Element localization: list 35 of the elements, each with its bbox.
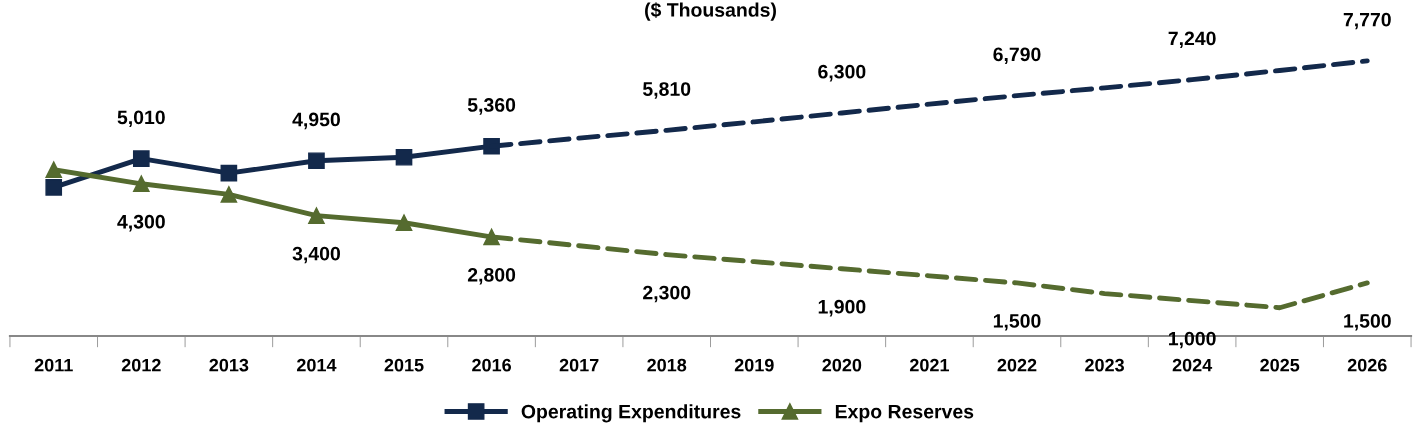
- data-label: 3,400: [292, 246, 340, 264]
- data-label: 1,900: [818, 299, 866, 317]
- x-tick-label: 2022: [997, 358, 1037, 372]
- data-label: 7,770: [1343, 12, 1391, 30]
- x-tick-label: 2016: [472, 358, 512, 372]
- data-label: 4,950: [292, 112, 340, 130]
- data-label: 7,240: [1168, 31, 1216, 49]
- x-tick-label: 2015: [384, 358, 424, 372]
- data-label: 4,300: [117, 214, 165, 232]
- x-tick-label: 2014: [296, 358, 337, 372]
- x-tick-label: 2023: [1085, 358, 1124, 372]
- x-tick-label: 2013: [209, 358, 249, 372]
- data-label: 6,790: [993, 47, 1041, 65]
- x-tick-label: 2019: [734, 358, 774, 372]
- data-label: 1,500: [993, 314, 1041, 331]
- x-tick-label: 2026: [1347, 358, 1387, 372]
- legend-label: Operating Expenditures: [521, 404, 741, 423]
- x-tick-label: 2012: [121, 358, 161, 372]
- chart-title: ($ Thousands): [645, 2, 776, 21]
- x-tick-label: 2025: [1260, 358, 1300, 372]
- legend-label: Expo Reserves: [835, 404, 974, 423]
- x-tick-label: 2017: [559, 358, 599, 372]
- data-label: 5,010: [117, 110, 165, 128]
- data-label: 6,300: [818, 64, 866, 82]
- x-tick-label: 2021: [909, 358, 950, 372]
- data-label: 5,360: [467, 98, 516, 115]
- data-label: 5,810: [642, 82, 691, 99]
- x-tick-label: 2018: [647, 358, 687, 372]
- x-tick-label: 2024: [1172, 358, 1213, 372]
- data-label: 1,000: [1169, 331, 1216, 349]
- x-tick-label: 2020: [822, 358, 862, 372]
- data-label: 2,300: [643, 285, 691, 303]
- data-label: 2,800: [467, 267, 516, 285]
- x-tick-label: 2011: [34, 358, 73, 372]
- data-label: 1,500: [1344, 314, 1391, 331]
